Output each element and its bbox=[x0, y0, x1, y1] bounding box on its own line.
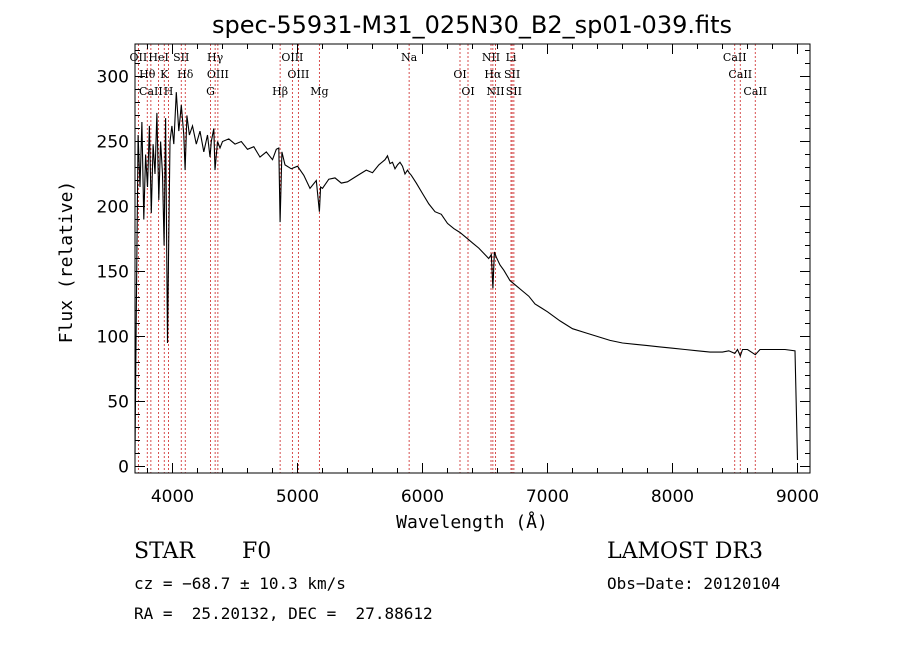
spectral-line-label: Mg bbox=[310, 85, 328, 98]
y-tick-label: 0 bbox=[118, 458, 129, 478]
spectral-line-label: SII bbox=[173, 51, 189, 64]
spectral-line-label: OII bbox=[130, 51, 148, 64]
y-tick-label: 100 bbox=[97, 328, 129, 348]
spectral-line-label: SII bbox=[506, 85, 522, 98]
y-tick-label: 300 bbox=[97, 68, 129, 88]
spectral-line-label: CaII bbox=[723, 51, 747, 64]
coordinates-text: RA = 25.20132, DEC = 27.88612 bbox=[134, 604, 433, 623]
x-tick-label: 5000 bbox=[276, 487, 319, 507]
spectral-line-label: NII bbox=[486, 85, 504, 98]
object-subclass: F0 bbox=[242, 539, 272, 564]
y-tick-label: 50 bbox=[107, 393, 129, 413]
spectral-line-label: H bbox=[164, 85, 174, 98]
spectral-line-markers bbox=[137, 44, 756, 473]
redshift-text: cz = −68.7 ± 10.3 km/s bbox=[134, 574, 346, 593]
spectral-line-label: CaII bbox=[139, 85, 163, 98]
spectral-line-label: OIII bbox=[287, 68, 309, 81]
y-tick-label: 150 bbox=[97, 263, 129, 283]
spectral-line-label: HeI bbox=[148, 51, 168, 64]
spectrum-line bbox=[134, 92, 799, 461]
chart-title: spec-55931-M31_025N30_B2_sp01-039.fits bbox=[212, 11, 732, 39]
y-tick-label: 250 bbox=[97, 133, 129, 153]
x-axis-label: Wavelength (Å) bbox=[396, 511, 548, 533]
y-axis-ticks: 0 50 100 150 200 250 300 bbox=[97, 50, 810, 478]
x-tick-label: 4000 bbox=[151, 487, 194, 507]
spectral-line-label: OI bbox=[453, 68, 466, 81]
spectral-line-label: OI bbox=[461, 85, 474, 98]
spectral-line-label: OIII bbox=[207, 68, 229, 81]
object-class: STAR bbox=[134, 539, 195, 564]
spectral-line-label: CaII bbox=[743, 85, 767, 98]
x-tick-label: 8000 bbox=[651, 487, 694, 507]
x-tick-label: 7000 bbox=[526, 487, 569, 507]
y-axis-label: Flux (relative) bbox=[56, 181, 77, 344]
spectral-line-label: OIII bbox=[281, 51, 303, 64]
spectral-line-label: Hδ bbox=[177, 68, 194, 81]
y-tick-label: 200 bbox=[97, 198, 129, 218]
survey-name: LAMOST DR3 bbox=[607, 539, 763, 564]
x-tick-label: 9000 bbox=[776, 487, 819, 507]
spectral-line-label: Hβ bbox=[272, 85, 288, 98]
spectral-line-label: Na bbox=[401, 51, 418, 64]
spectral-line-label: Hθ bbox=[139, 68, 156, 81]
spectral-line-labels: OIIHθCaIIHeIKHSIIHδGHγOIIIHβOIIIOIIIMgNa… bbox=[130, 51, 768, 98]
spectral-line-label: Hα bbox=[484, 68, 502, 81]
spectral-line-label: Hγ bbox=[207, 51, 224, 64]
spectral-line-label: Li bbox=[506, 51, 517, 64]
plot-frame bbox=[134, 43, 811, 474]
x-axis-ticks: 4000 5000 6000 7000 8000 9000 bbox=[147, 44, 819, 507]
x-tick-label: 6000 bbox=[401, 487, 444, 507]
spectral-line-label: K bbox=[160, 68, 169, 81]
spectral-line-label: NII bbox=[482, 51, 500, 64]
obs-date-text: Obs−Date: 20120104 bbox=[607, 574, 781, 593]
spectral-line-label: CaII bbox=[728, 68, 752, 81]
spectral-line-label: G bbox=[206, 85, 215, 98]
spectrum-chart: spec-55931-M31_025N30_B2_sp01-039.fits O… bbox=[56, 11, 819, 533]
spectral-line-label: SII bbox=[504, 68, 520, 81]
